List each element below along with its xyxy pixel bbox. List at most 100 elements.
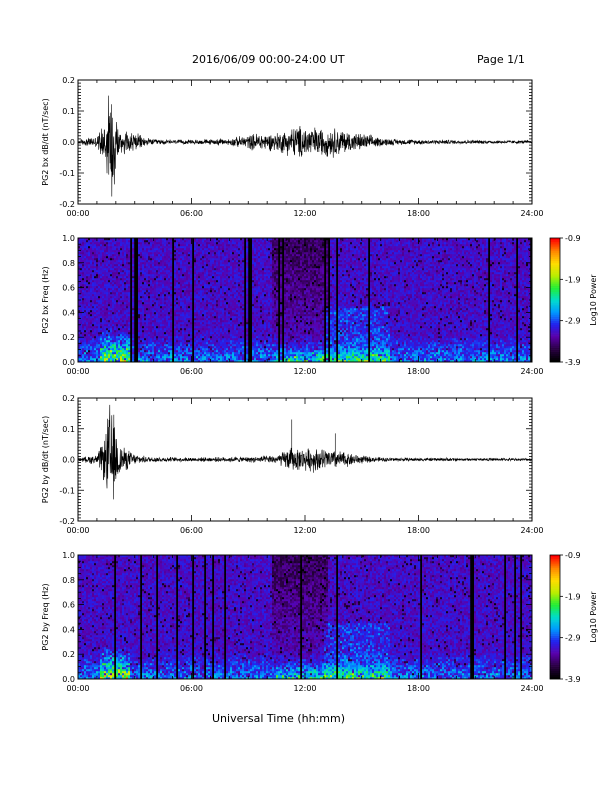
spectrogram-cell <box>230 356 232 358</box>
spectrogram-cell <box>180 250 182 252</box>
spectrogram-cell <box>242 268 244 270</box>
spectrogram-cell <box>238 240 240 242</box>
spectrogram-cell <box>140 294 142 296</box>
spectrogram-cell <box>236 280 238 282</box>
spectrogram-cell <box>132 316 134 318</box>
spectrogram-cell <box>202 346 204 348</box>
spectrogram-cell <box>106 322 108 324</box>
spectrogram-cell <box>182 244 184 246</box>
spectrogram-cell <box>226 328 228 330</box>
spectrogram-cell <box>160 334 162 336</box>
spectrogram-cell <box>118 252 120 254</box>
spectrogram-cell <box>162 298 164 300</box>
spectrogram-cell <box>138 256 140 258</box>
spectrogram-cell <box>226 282 228 284</box>
spectrogram-cell <box>180 328 182 330</box>
spectrogram-cell <box>124 288 126 290</box>
spectrogram-cell <box>166 348 168 350</box>
spectrogram-cell <box>88 296 90 298</box>
spectrogram-cell <box>120 330 122 332</box>
spectrogram-cell <box>120 318 122 320</box>
spectrogram-cell <box>218 294 220 296</box>
spectrogram-cell <box>148 282 150 284</box>
spectrogram-cell <box>110 338 112 340</box>
spectrogram-cell <box>146 240 148 242</box>
spectrogram-cell <box>86 358 88 360</box>
spectrogram-cell <box>198 298 200 300</box>
spectrogram-cell <box>154 358 156 360</box>
spectrogram-cell <box>122 312 124 314</box>
spectrogram-cell <box>88 340 90 342</box>
spectrogram-cell <box>214 340 216 342</box>
spectrogram-cell <box>236 330 238 332</box>
spectrogram-cell <box>82 242 84 244</box>
spectrogram-cell <box>90 252 92 254</box>
spectrogram-cell <box>200 314 202 316</box>
spectrogram-cell <box>144 250 146 252</box>
spectrogram-cell <box>212 298 214 300</box>
spectrogram-cell <box>186 302 188 304</box>
spectrogram-cell <box>106 358 108 360</box>
spectrogram-cell <box>160 314 162 316</box>
spectrogram-cell <box>128 248 130 250</box>
spectrogram-cell <box>214 334 216 336</box>
spectrogram-cell <box>146 252 148 254</box>
spectrogram-cell <box>138 286 140 288</box>
spectrogram-cell <box>92 346 94 348</box>
spectrogram-cell <box>188 260 190 262</box>
spectrogram-cell <box>184 306 186 308</box>
spectrogram-cell <box>84 292 86 294</box>
spectrogram-cell <box>178 252 180 254</box>
spectrogram-cell <box>152 334 154 336</box>
spectrogram-cell <box>82 330 84 332</box>
spectrogram-cell <box>240 302 242 304</box>
spectrogram-cell <box>82 356 84 358</box>
y-axis-label: PG2 bx dB/dt (nT/sec) <box>41 98 50 185</box>
spectrogram-cell <box>116 276 118 278</box>
spectrogram-cell <box>168 334 170 336</box>
spectrogram-cell <box>128 316 130 318</box>
spectrogram-cell <box>118 294 120 296</box>
spectrogram-cell <box>84 296 86 298</box>
spectrogram-cell <box>234 334 236 336</box>
spectrogram-cell <box>112 252 114 254</box>
spectrogram-cell <box>164 266 166 268</box>
spectrogram-cell <box>126 284 128 286</box>
spectrogram-cell <box>108 294 110 296</box>
spectrogram-cell <box>114 316 116 318</box>
spectrogram-cell <box>242 312 244 314</box>
spectrogram-cell <box>198 356 200 358</box>
spectrogram-cell <box>138 266 140 268</box>
spectrogram-cell <box>122 254 124 256</box>
spectrogram-cell <box>174 256 176 258</box>
spectrogram-cell <box>216 340 218 342</box>
spectrogram-cell <box>246 354 248 356</box>
spectrogram-cell <box>146 254 148 256</box>
spectrogram-cell <box>106 300 108 302</box>
spectrogram-cell <box>204 348 206 350</box>
spectrogram-cell <box>156 338 158 340</box>
spectrogram-cell <box>108 246 110 248</box>
spectrogram-cell <box>212 338 214 340</box>
spectrogram-cell <box>108 288 110 290</box>
spectrogram-cell <box>210 268 212 270</box>
spectrogram-cell <box>198 318 200 320</box>
spectrogram-cell <box>190 344 192 346</box>
spectrogram-cell <box>232 328 234 330</box>
spectrogram-cell <box>80 328 82 330</box>
spectrogram-cell <box>242 240 244 242</box>
spectrogram-cell <box>112 290 114 292</box>
spectrogram-cell <box>150 258 152 260</box>
spectrogram-cell <box>88 310 90 312</box>
spectrogram-cell <box>164 252 166 254</box>
spectrogram-cell <box>228 276 230 278</box>
spectrogram-cell <box>178 332 180 334</box>
spectrogram-cell <box>102 358 104 360</box>
spectrogram-cell <box>196 276 198 278</box>
spectrogram-cell <box>228 250 230 252</box>
spectrogram-cell <box>132 296 134 298</box>
spectrogram-cell <box>140 258 142 260</box>
spectrogram-cell <box>238 296 240 298</box>
spectrogram-cell <box>194 276 196 278</box>
spectrogram-cell <box>112 264 114 266</box>
